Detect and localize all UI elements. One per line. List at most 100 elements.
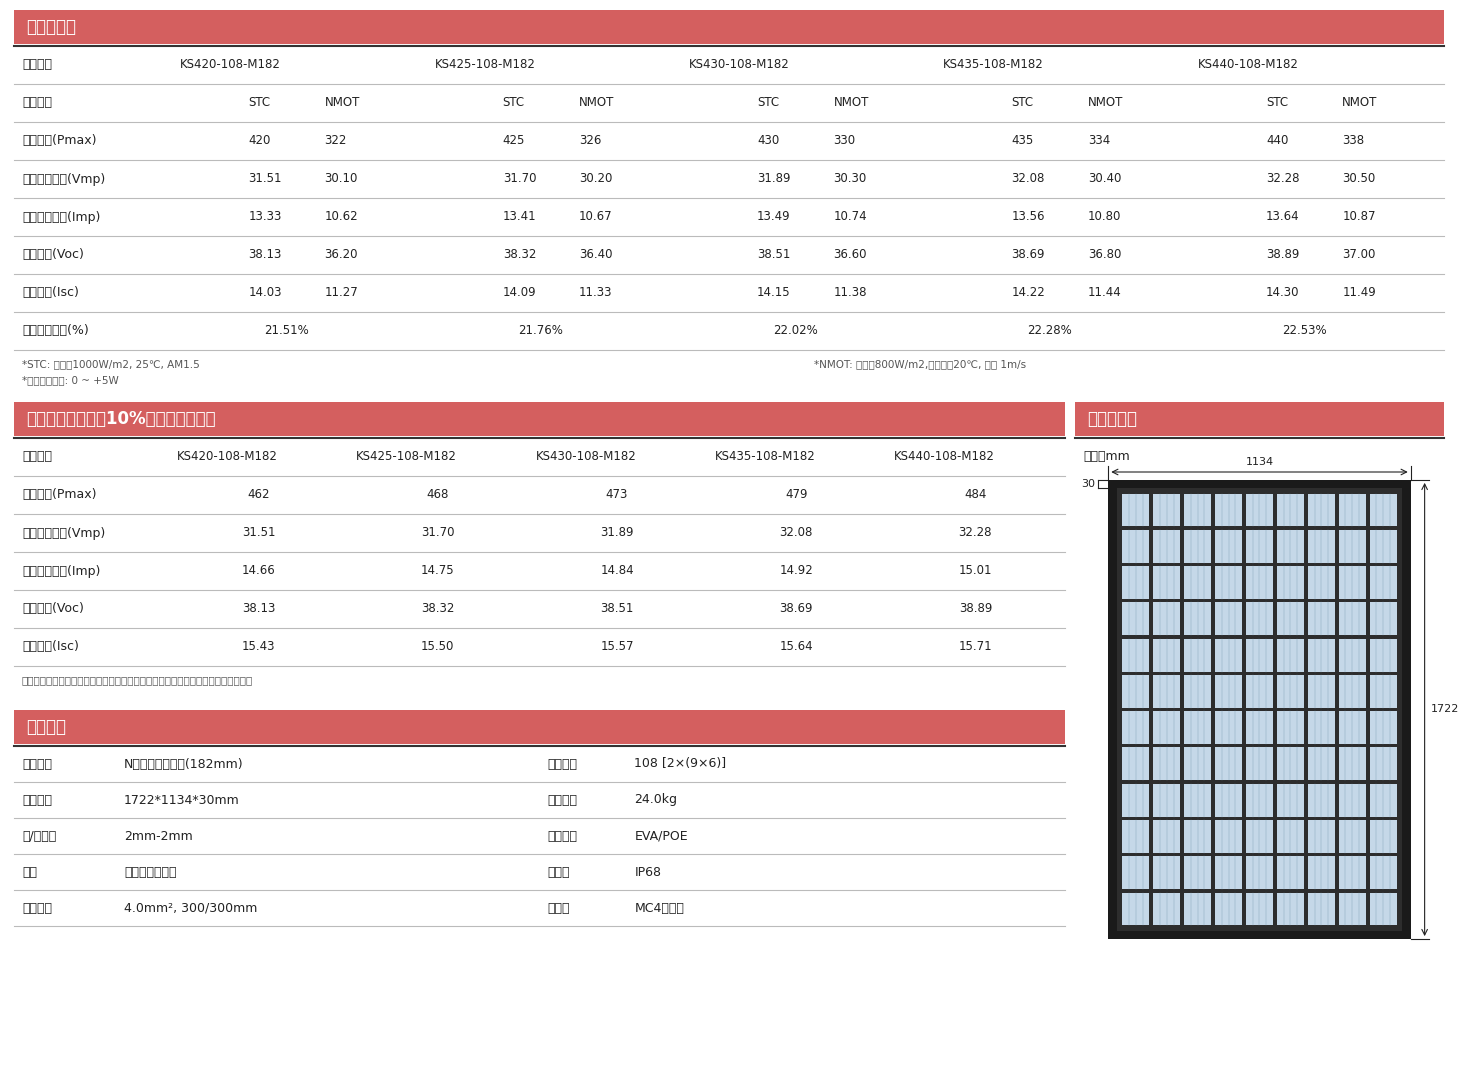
Text: 21.76%: 21.76% xyxy=(519,325,563,338)
Text: 边框: 边框 xyxy=(22,865,36,878)
Text: KS440-108-M182: KS440-108-M182 xyxy=(1197,58,1299,71)
Bar xyxy=(1121,494,1149,526)
Bar xyxy=(1308,712,1336,744)
Text: 组件尺寸: 组件尺寸 xyxy=(22,794,52,807)
Bar xyxy=(1277,639,1305,671)
Text: 组件转换效率(%): 组件转换效率(%) xyxy=(22,325,89,338)
Text: 420: 420 xyxy=(248,134,271,147)
Text: 484: 484 xyxy=(964,488,987,501)
Text: 15.43: 15.43 xyxy=(242,640,276,653)
Text: *NMOT: 辐照度800W/m2,环境温度20℃, 风速 1m/s: *NMOT: 辐照度800W/m2,环境温度20℃, 风速 1m/s xyxy=(814,358,1026,369)
Bar xyxy=(1308,530,1336,563)
Text: 前/后玻璃: 前/后玻璃 xyxy=(22,830,57,843)
Bar xyxy=(1308,820,1336,853)
Text: 15.50: 15.50 xyxy=(421,640,455,653)
Bar xyxy=(1245,602,1273,636)
Text: 21.51%: 21.51% xyxy=(264,325,309,338)
Text: 1134: 1134 xyxy=(1245,457,1273,467)
Text: 13.41: 13.41 xyxy=(503,210,537,223)
Bar xyxy=(1184,712,1212,744)
Text: 468: 468 xyxy=(427,488,449,501)
Text: 10.67: 10.67 xyxy=(579,210,612,223)
Bar xyxy=(1369,712,1397,744)
Text: 38.13: 38.13 xyxy=(242,602,276,615)
Bar xyxy=(1245,820,1273,853)
Bar xyxy=(1245,530,1273,563)
Text: 11.44: 11.44 xyxy=(1088,287,1121,300)
Text: STC: STC xyxy=(1266,96,1287,109)
Text: KS430-108-M182: KS430-108-M182 xyxy=(688,58,790,71)
Text: NMOT: NMOT xyxy=(325,96,360,109)
Text: KS435-108-M182: KS435-108-M182 xyxy=(943,58,1044,71)
Bar xyxy=(1121,566,1149,599)
Text: 4.0mm², 300/300mm: 4.0mm², 300/300mm xyxy=(124,901,258,914)
Bar xyxy=(15,710,1064,744)
Text: 31.51: 31.51 xyxy=(242,526,276,539)
Bar xyxy=(1184,566,1212,599)
Bar xyxy=(1369,530,1397,563)
Text: 11.49: 11.49 xyxy=(1343,287,1376,300)
Bar xyxy=(1338,602,1366,636)
Bar xyxy=(1245,675,1273,708)
Bar xyxy=(1245,892,1273,926)
Text: NMOT: NMOT xyxy=(834,96,869,109)
Bar xyxy=(1277,494,1305,526)
Text: 10.80: 10.80 xyxy=(1088,210,1121,223)
Text: 组件型号: 组件型号 xyxy=(22,58,52,71)
Text: 326: 326 xyxy=(579,134,601,147)
Text: 电池排列: 电池排列 xyxy=(548,757,577,770)
Bar xyxy=(1277,747,1305,781)
Bar xyxy=(1184,784,1212,817)
Bar xyxy=(1338,747,1366,781)
Text: 14.09: 14.09 xyxy=(503,287,537,300)
Text: 15.57: 15.57 xyxy=(601,640,634,653)
Text: 15.01: 15.01 xyxy=(959,564,991,577)
Text: 15.71: 15.71 xyxy=(958,640,993,653)
Text: 32.08: 32.08 xyxy=(780,526,814,539)
Text: NMOT: NMOT xyxy=(1088,96,1123,109)
Text: 接线盒: 接线盒 xyxy=(548,865,570,878)
Bar xyxy=(1153,712,1181,744)
Bar xyxy=(1215,892,1242,926)
Text: 30.30: 30.30 xyxy=(834,172,866,185)
Text: 38.32: 38.32 xyxy=(503,248,537,261)
Text: 14.30: 14.30 xyxy=(1266,287,1299,300)
Text: 36.60: 36.60 xyxy=(834,248,868,261)
Bar xyxy=(1245,494,1273,526)
Text: 14.66: 14.66 xyxy=(242,564,276,577)
Text: 阳极氧化铝合金: 阳极氧化铝合金 xyxy=(124,865,176,878)
Bar xyxy=(1308,675,1336,708)
Bar xyxy=(1308,857,1336,889)
Bar xyxy=(1184,820,1212,853)
Text: IP68: IP68 xyxy=(634,865,662,878)
Bar xyxy=(1153,639,1181,671)
Bar xyxy=(1121,639,1149,671)
Text: 38.51: 38.51 xyxy=(757,248,790,261)
Text: 机械参数: 机械参数 xyxy=(26,718,66,736)
Bar xyxy=(1215,675,1242,708)
Bar xyxy=(1153,857,1181,889)
Bar xyxy=(1117,488,1403,930)
Bar xyxy=(1369,820,1397,853)
Text: 14.15: 14.15 xyxy=(757,287,790,300)
Bar xyxy=(1308,747,1336,781)
Text: 36.20: 36.20 xyxy=(325,248,359,261)
Bar xyxy=(1184,602,1212,636)
Text: 14.03: 14.03 xyxy=(248,287,281,300)
Text: NMOT: NMOT xyxy=(579,96,614,109)
Bar xyxy=(15,402,1064,436)
Bar xyxy=(1369,639,1397,671)
Bar xyxy=(1215,712,1242,744)
Bar xyxy=(1338,784,1366,817)
Text: KS420-108-M182: KS420-108-M182 xyxy=(176,451,278,464)
Text: *功率误差范围: 0 ~ +5W: *功率误差范围: 0 ~ +5W xyxy=(22,375,118,384)
Text: 组件尺寸图: 组件尺寸图 xyxy=(1088,410,1137,428)
Text: 31.70: 31.70 xyxy=(503,172,537,185)
Text: 1722: 1722 xyxy=(1430,705,1458,715)
Text: 32.28: 32.28 xyxy=(959,526,991,539)
Bar xyxy=(1277,566,1305,599)
Bar xyxy=(1369,747,1397,781)
Bar xyxy=(1215,530,1242,563)
Text: 电池类型: 电池类型 xyxy=(22,757,52,770)
Text: 31.70: 31.70 xyxy=(421,526,455,539)
